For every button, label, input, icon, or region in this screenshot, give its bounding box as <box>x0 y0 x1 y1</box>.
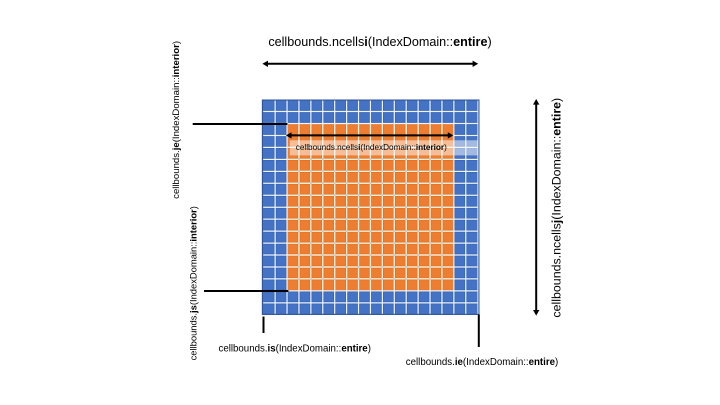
svg-text:cellbounds.js(IndexDomain::int: cellbounds.js(IndexDomain::interior) <box>188 206 199 360</box>
svg-text:cellbounds.je(IndexDomain::int: cellbounds.je(IndexDomain::interior) <box>171 41 182 199</box>
svg-text:cellbounds.ncellsi(IndexDomain: cellbounds.ncellsi(IndexDomain::interior… <box>296 143 447 152</box>
svg-text:cellbounds.ie(IndexDomain::ent: cellbounds.ie(IndexDomain::entire) <box>406 357 558 368</box>
svg-text:cellbounds.ncellsi(IndexDomain: cellbounds.ncellsi(IndexDomain::entire) <box>268 35 491 49</box>
svg-text:cellbounds.ncellsj(IndexDomain: cellbounds.ncellsj(IndexDomain::entire) <box>549 98 563 318</box>
svg-text:cellbounds.is(IndexDomain::ent: cellbounds.is(IndexDomain::entire) <box>219 344 371 355</box>
